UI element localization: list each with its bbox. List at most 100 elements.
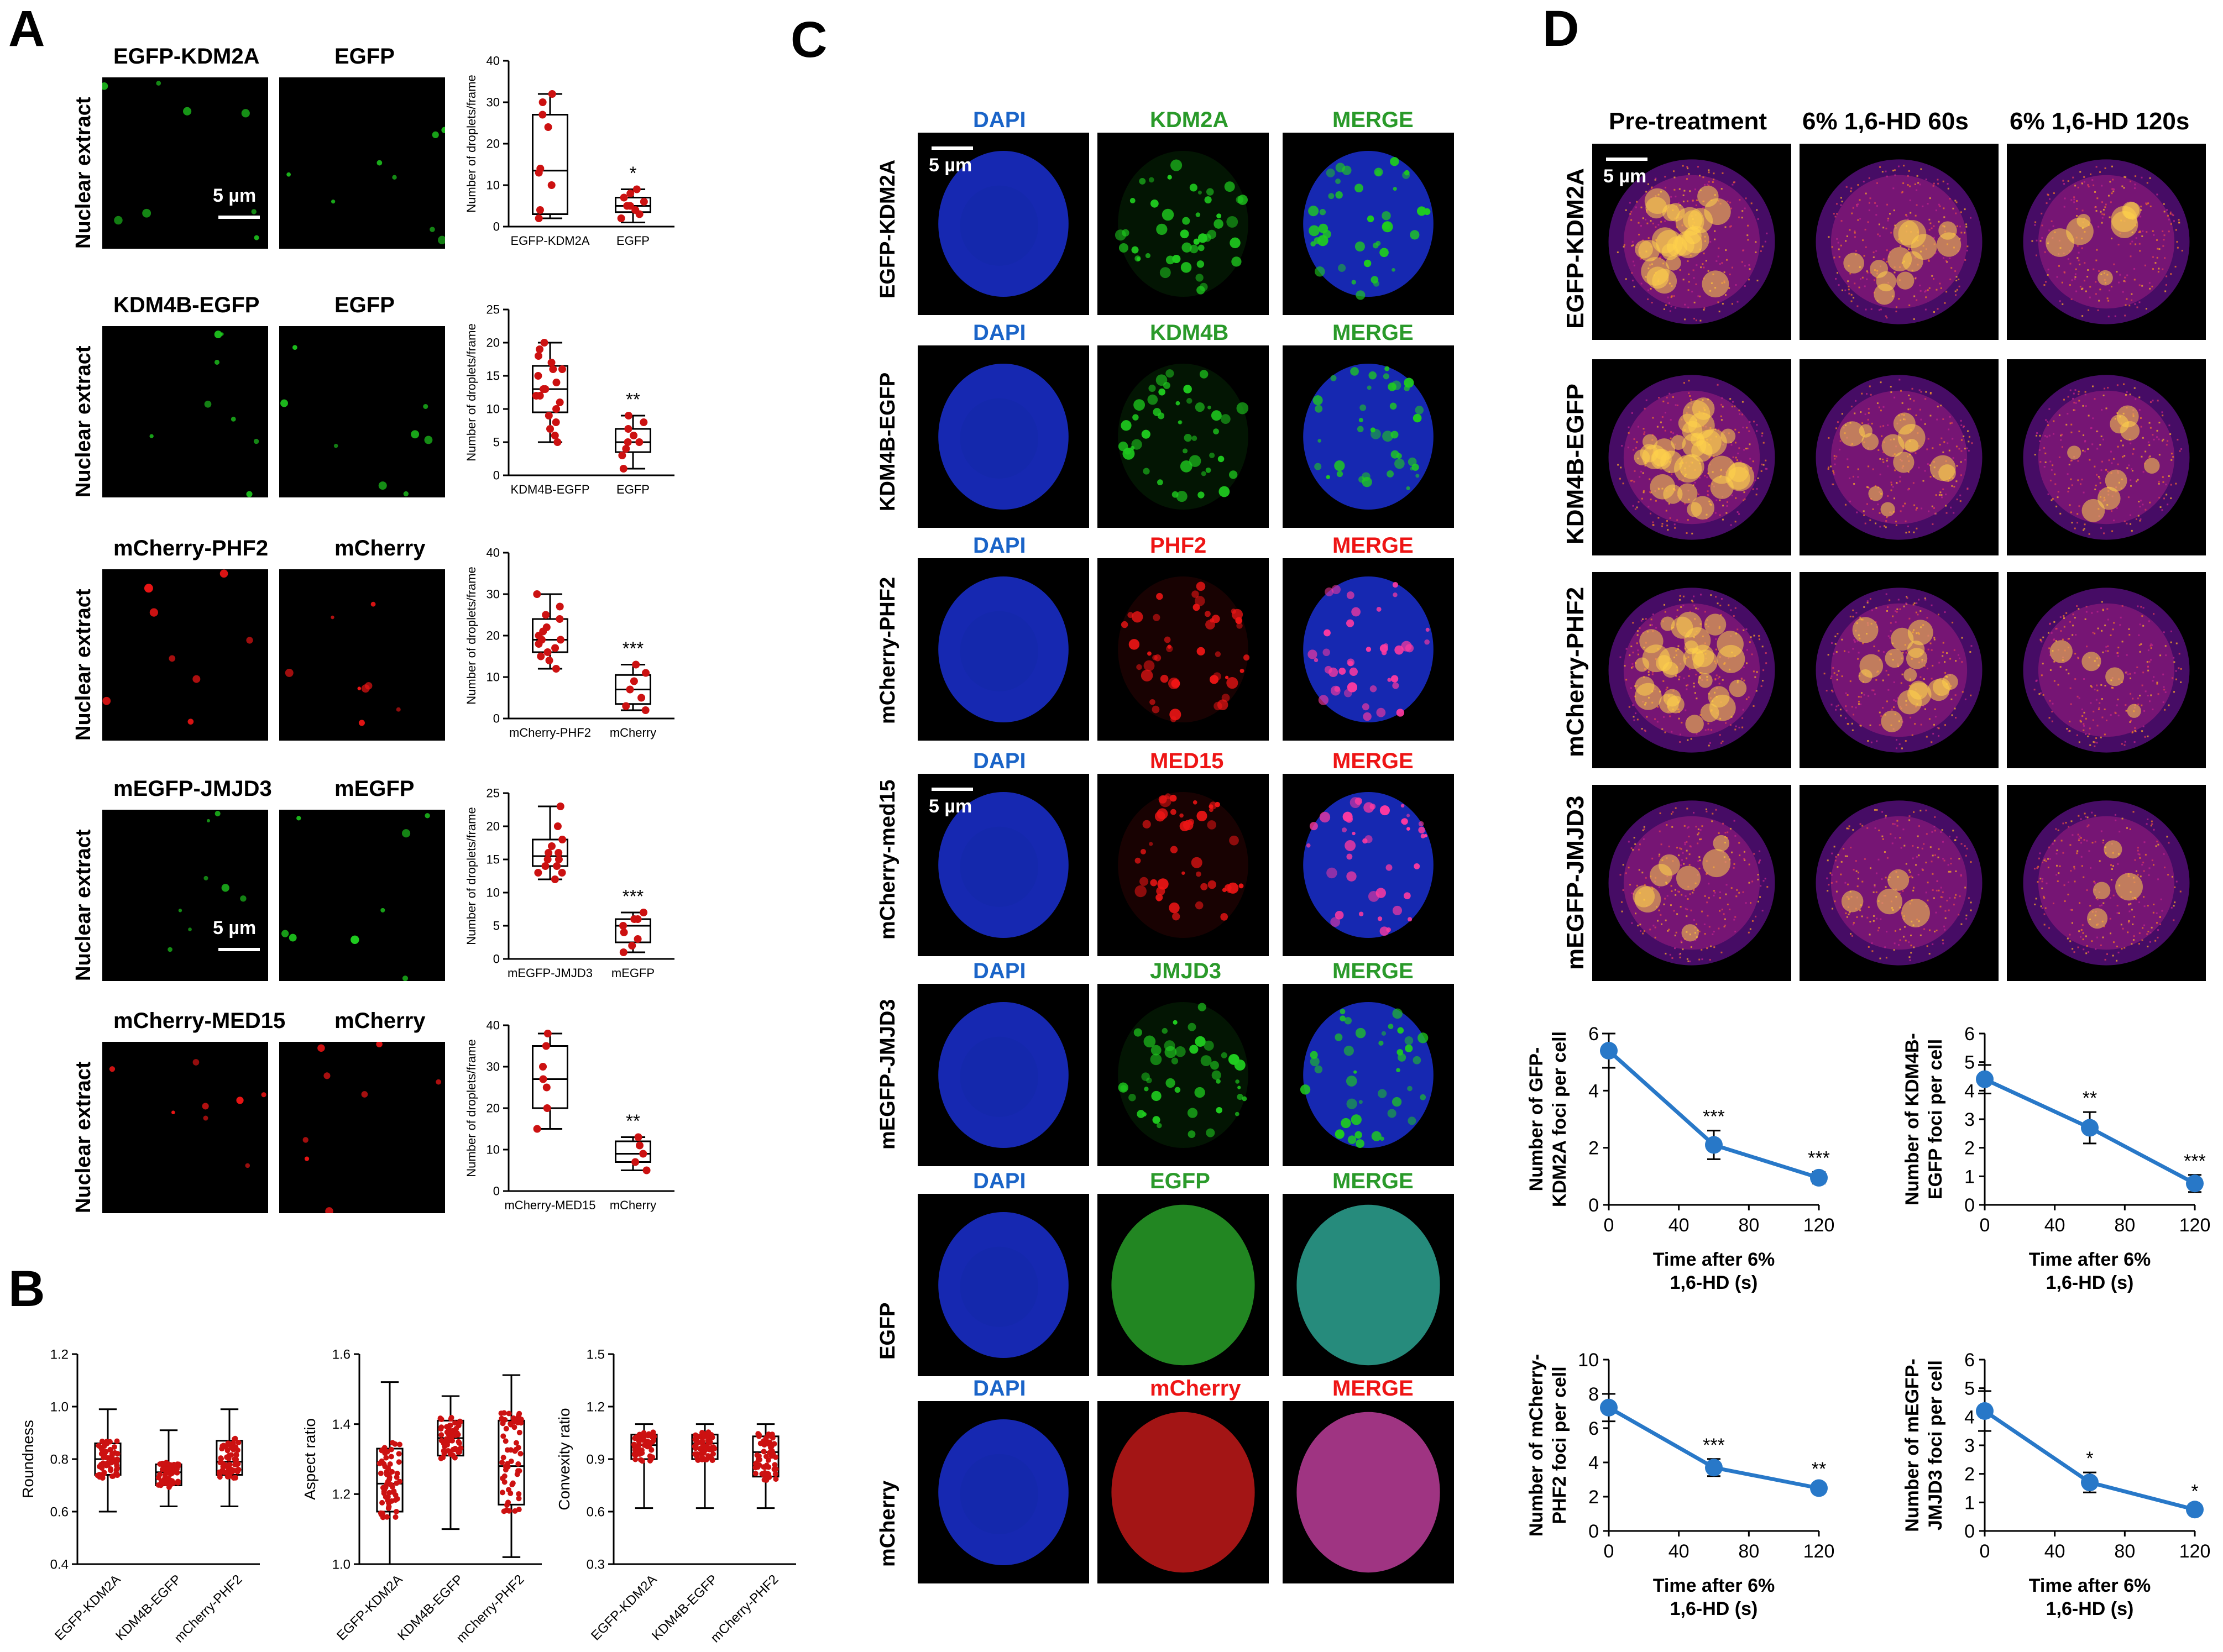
timepoint-header: 6% 1,6-HD 60s <box>1802 108 1969 135</box>
significance-label: ** <box>626 389 640 410</box>
y-tick-label: 1.6 <box>332 1347 351 1362</box>
y-tick-label: 10 <box>487 1143 500 1157</box>
data-point <box>498 1410 504 1417</box>
panel-a-box-chart: 0 10 20 30 40 mCherry-PHF2 mCherry *** Number of… <box>453 546 686 757</box>
significance-label: *** <box>623 638 644 659</box>
y-axis-label: Number of mCherry- <box>1526 1354 1547 1537</box>
channel-label-dapi: DAPI <box>973 1169 1026 1193</box>
data-point <box>772 1462 778 1468</box>
box-0 <box>532 339 568 446</box>
y-tick-label: 40 <box>487 546 500 560</box>
data-point <box>772 1471 778 1477</box>
y-tick-label: 0.6 <box>587 1504 605 1519</box>
data-point <box>516 1496 522 1502</box>
panel-c-merge-image <box>1283 1401 1454 1583</box>
panel-a-image-fusion <box>102 810 268 981</box>
data-point <box>445 1448 451 1454</box>
y-tick-label: 6 <box>1964 1350 1975 1371</box>
significance-label: * <box>2086 1448 2093 1469</box>
channel-label-merge: MERGE <box>1332 959 1414 983</box>
y-axis-label: Number of droplets/frame <box>464 807 478 945</box>
data-point <box>515 1445 521 1451</box>
y-tick-label: 4 <box>1964 1407 1975 1428</box>
box-2 <box>752 1423 780 1509</box>
y-tick-label: 0 <box>493 220 500 234</box>
data-point <box>631 206 640 214</box>
y-tick-label: 10 <box>487 670 500 684</box>
data-point <box>543 1030 552 1037</box>
data-point <box>763 1454 769 1460</box>
significance-label: *** <box>1703 1435 1725 1456</box>
y-tick-label: 20 <box>487 137 500 151</box>
panel-c-merge-image <box>1283 345 1454 528</box>
data-point <box>639 1150 647 1158</box>
data-point <box>383 1494 389 1500</box>
data-point <box>385 1465 391 1471</box>
fire-lut-image <box>1800 785 1999 981</box>
panel-a-box-chart-svg: 0 5 10 15 20 25 mEGFP-JMJD3 mEGFP *** Number of d… <box>464 786 674 980</box>
data-point <box>221 1443 227 1449</box>
scale-bar <box>1606 158 1647 161</box>
x-axis-label: Time after 6% <box>1653 1249 1775 1270</box>
panel-c-protein-image <box>1097 558 1269 741</box>
data-point <box>236 1439 242 1445</box>
y-tick-label: 1.0 <box>332 1557 351 1572</box>
panel-c-dapi-image <box>918 558 1089 741</box>
data-point <box>697 1434 703 1440</box>
channel-label-protein: PHF2 <box>1150 533 1207 558</box>
nuclear-extract-label: Nuclear extract <box>72 345 95 497</box>
data-point <box>516 1491 522 1497</box>
data-point <box>224 1448 231 1454</box>
data-point <box>108 1460 114 1466</box>
data-point <box>551 644 559 652</box>
panel-a-box-chart-svg: 0 10 20 30 40 mCherry-MED15 mCherry ** Number of… <box>464 1019 674 1212</box>
line-chart: 0 2 4 6 8 10 0 40 80 120 *** ** Number of mCherry- PH… <box>1504 1343 1841 1630</box>
data-point <box>694 1440 700 1446</box>
significance-label: * <box>630 163 637 183</box>
panel-b-box-chart-svg: 0.40.60.81.01.2EGFP-KDM2AKDM4B-EGFPmCher… <box>19 1347 260 1645</box>
data-point <box>640 909 648 916</box>
data-point <box>558 365 566 373</box>
data-point <box>536 206 544 214</box>
channel-label-merge: MERGE <box>1332 749 1414 773</box>
panel-a-right-title: EGFP <box>334 44 395 69</box>
data-point <box>635 1141 644 1150</box>
data-point <box>2081 1111 2099 1145</box>
data-point <box>393 1509 399 1515</box>
data-point <box>393 1514 399 1520</box>
data-point <box>387 1461 393 1467</box>
data-point <box>707 1439 713 1445</box>
panel-a-left-title: EGFP-KDM2A <box>113 44 260 69</box>
x-tick-label: 120 <box>2179 1215 2211 1236</box>
data-point <box>508 1447 514 1453</box>
data-point <box>514 1471 520 1477</box>
data-point <box>699 1444 705 1450</box>
data-point <box>542 1042 550 1050</box>
data-point <box>556 398 564 406</box>
timepoint-header: 6% 1,6-HD 120s <box>2010 108 2190 135</box>
data-point <box>232 1435 238 1441</box>
data-point <box>99 1438 105 1444</box>
panel-c-protein-image <box>1097 1401 1269 1583</box>
data-point <box>641 706 650 714</box>
data-point <box>558 836 567 843</box>
y-tick-label: 0.8 <box>50 1452 69 1467</box>
data-point <box>234 1447 240 1453</box>
panel-c-row-label: mCherry-PHF2 <box>876 576 899 724</box>
significance-label: ** <box>626 1111 640 1131</box>
data-point <box>545 412 553 419</box>
data-point <box>394 1470 400 1476</box>
y-tick-label: 0 <box>1588 1521 1599 1542</box>
y-tick-label: 10 <box>487 886 500 900</box>
y-tick-label: 8 <box>1588 1384 1599 1405</box>
y-tick-label: 0 <box>493 469 500 483</box>
data-point <box>548 842 556 850</box>
channel-label-protein: EGFP <box>1150 1169 1210 1193</box>
data-point <box>511 1424 517 1430</box>
scale-bar-label: 5 µm <box>1603 166 1647 187</box>
data-point <box>543 1104 551 1112</box>
y-axis-label: JMJD3 foci per cell <box>1925 1360 1946 1530</box>
data-point <box>646 1440 652 1446</box>
panel-a-box-chart: 0 5 10 15 20 25 mEGFP-JMJD3 mEGFP *** Number of d… <box>453 786 686 998</box>
panel-a-left-title: KDM4B-EGFP <box>113 293 260 317</box>
